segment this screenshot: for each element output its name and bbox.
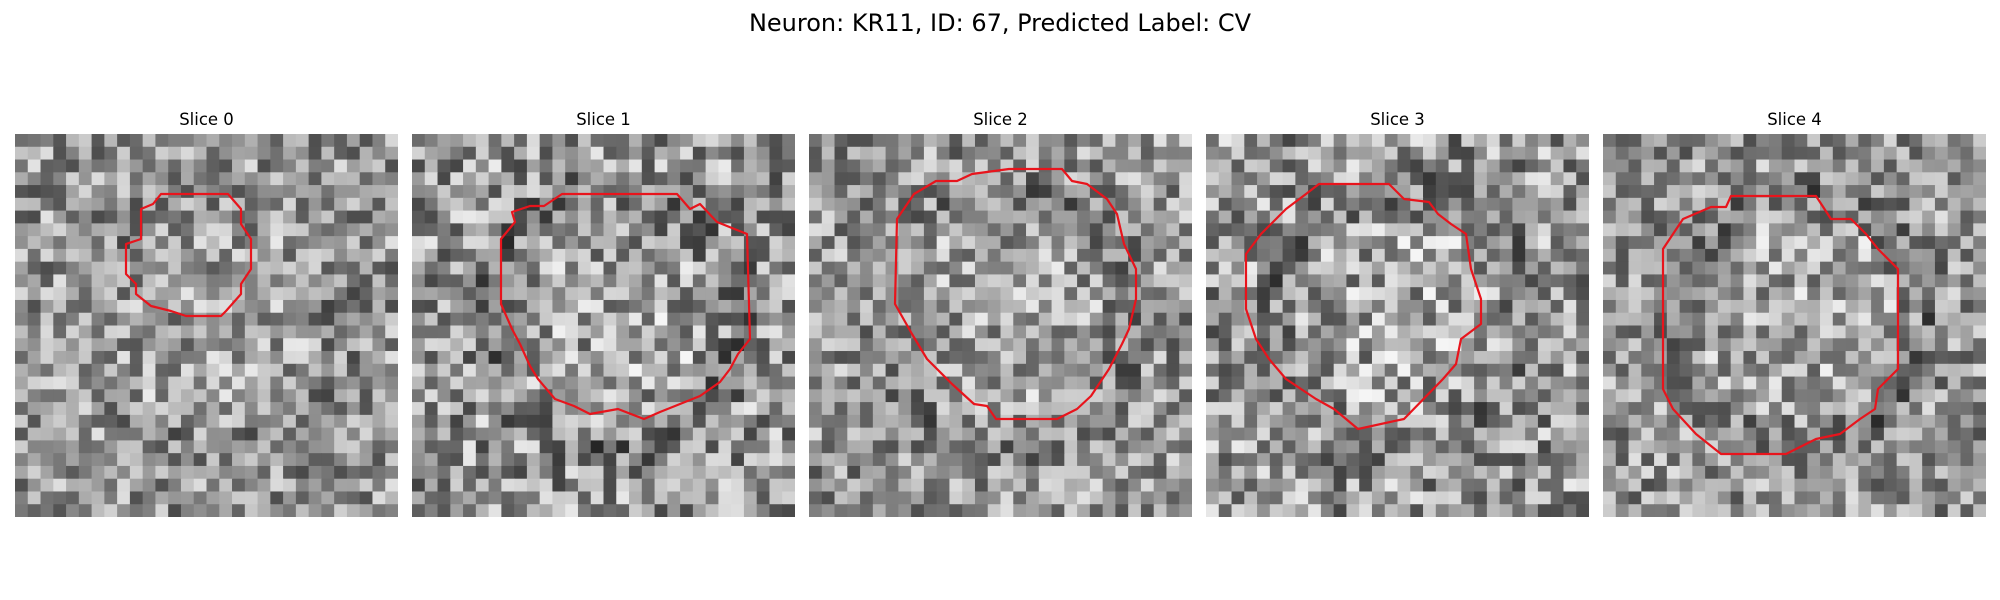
- slice-image: [809, 134, 1192, 517]
- slice-title: Slice 3: [1370, 110, 1425, 129]
- slice-image: [1603, 134, 1986, 517]
- segmentation-contour: [1661, 194, 1900, 456]
- segmentation-contour: [124, 192, 253, 318]
- slice-panel-2: Slice 2: [809, 110, 1192, 517]
- figure-title: Neuron: KR11, ID: 67, Predicted Label: C…: [748, 9, 1252, 37]
- slice-panel-4: Slice 4: [1603, 110, 1986, 517]
- segmentation-contour: [893, 167, 1138, 421]
- segmentation-contour: [1244, 182, 1483, 431]
- slice-title: Slice 2: [973, 110, 1028, 129]
- slice-image: [1206, 134, 1589, 517]
- slice-panel-1: Slice 1: [412, 110, 795, 517]
- segmentation-contour: [499, 192, 752, 421]
- slice-image: [15, 134, 398, 517]
- slice-title: Slice 1: [576, 110, 631, 129]
- slice-image: [412, 134, 795, 517]
- slice-title: Slice 0: [179, 110, 234, 129]
- slice-panel-0: Slice 0: [15, 110, 398, 517]
- slice-panel-3: Slice 3: [1206, 110, 1589, 517]
- slice-title: Slice 4: [1767, 110, 1822, 129]
